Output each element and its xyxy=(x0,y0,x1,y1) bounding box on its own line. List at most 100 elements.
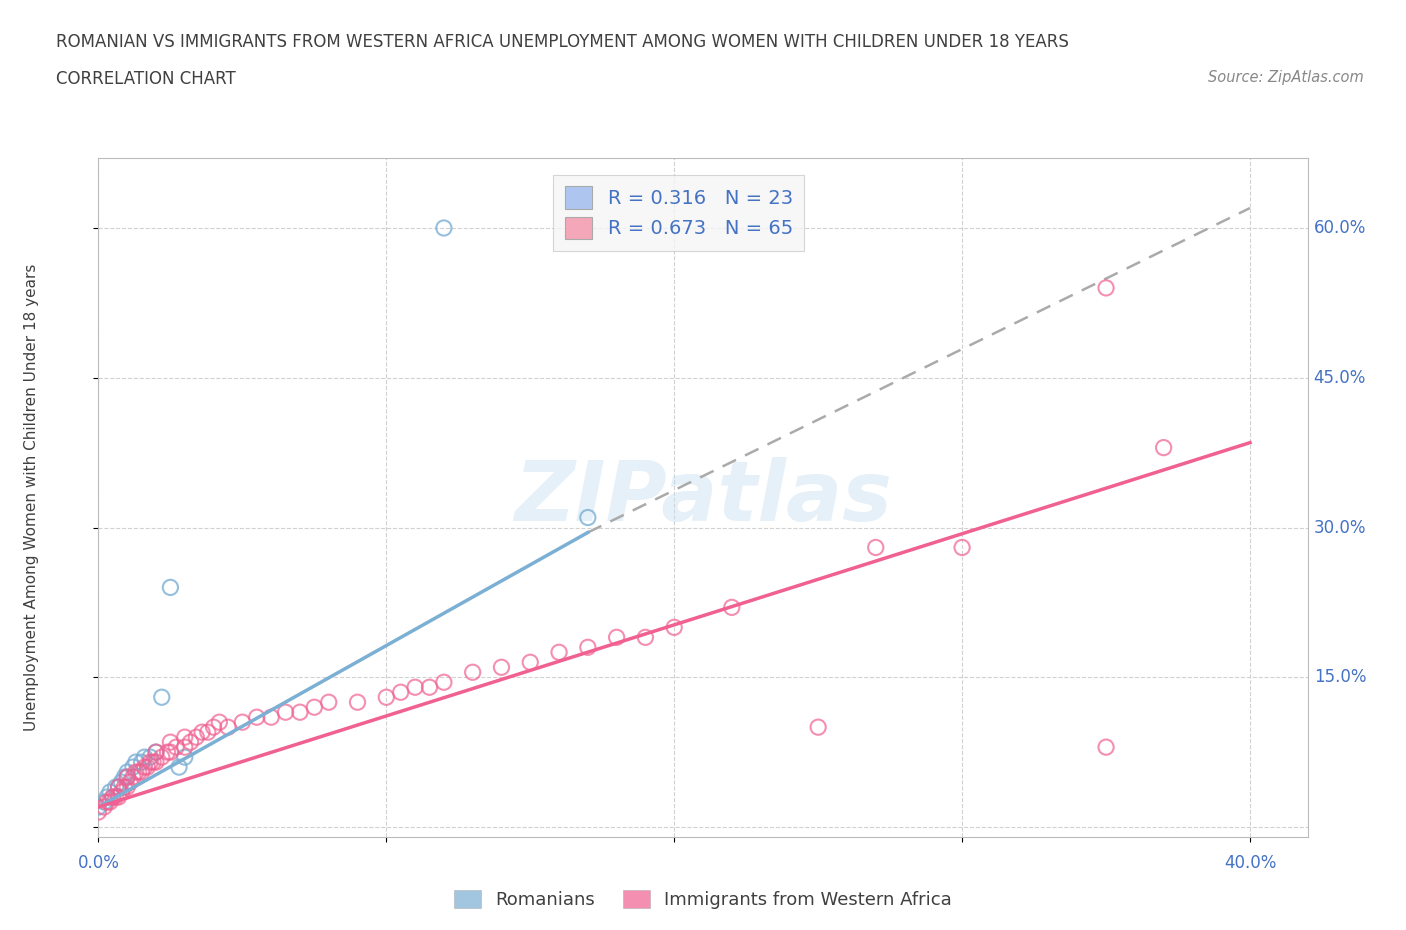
Point xyxy=(318,695,340,710)
Point xyxy=(807,720,830,735)
Point xyxy=(950,540,973,555)
Point xyxy=(107,779,129,794)
Point xyxy=(461,665,484,680)
Point xyxy=(96,794,118,809)
Point xyxy=(159,580,181,595)
Point xyxy=(576,640,599,655)
Text: Source: ZipAtlas.com: Source: ZipAtlas.com xyxy=(1208,70,1364,85)
Point xyxy=(142,754,165,769)
Point xyxy=(107,790,129,804)
Point xyxy=(101,790,124,804)
Point xyxy=(107,779,129,794)
Point xyxy=(87,800,110,815)
Point xyxy=(202,720,225,735)
Point xyxy=(274,705,297,720)
Point xyxy=(173,739,195,754)
Point xyxy=(519,655,541,670)
Point xyxy=(1095,281,1118,296)
Point xyxy=(548,644,571,659)
Point xyxy=(128,764,150,779)
Point xyxy=(1153,440,1175,455)
Point xyxy=(112,779,135,794)
Point xyxy=(96,790,118,804)
Point xyxy=(150,690,173,705)
Point xyxy=(125,764,148,779)
Point xyxy=(304,699,326,714)
Text: ROMANIAN VS IMMIGRANTS FROM WESTERN AFRICA UNEMPLOYMENT AMONG WOMEN WITH CHILDRE: ROMANIAN VS IMMIGRANTS FROM WESTERN AFRI… xyxy=(56,33,1069,50)
Point xyxy=(720,600,742,615)
Legend: Romanians, Immigrants from Western Africa: Romanians, Immigrants from Western Afric… xyxy=(447,883,959,916)
Point xyxy=(404,680,426,695)
Point xyxy=(115,764,138,779)
Point xyxy=(260,710,283,724)
Text: 0.0%: 0.0% xyxy=(77,854,120,872)
Point xyxy=(208,715,231,730)
Point xyxy=(134,750,156,764)
Point xyxy=(150,750,173,764)
Point xyxy=(173,730,195,745)
Point xyxy=(186,730,208,745)
Point xyxy=(120,775,142,790)
Legend: R = 0.316   N = 23, R = 0.673   N = 65: R = 0.316 N = 23, R = 0.673 N = 65 xyxy=(553,175,804,251)
Point xyxy=(101,790,124,804)
Point xyxy=(134,760,156,775)
Point xyxy=(110,785,132,800)
Text: Unemployment Among Women with Children Under 18 years: Unemployment Among Women with Children U… xyxy=(24,264,39,731)
Point xyxy=(433,220,456,235)
Text: CORRELATION CHART: CORRELATION CHART xyxy=(56,70,236,87)
Point xyxy=(122,760,145,775)
Text: 30.0%: 30.0% xyxy=(1313,519,1367,537)
Point xyxy=(491,660,513,675)
Point xyxy=(159,745,181,760)
Point xyxy=(217,720,239,735)
Point xyxy=(112,770,135,785)
Point xyxy=(180,735,202,750)
Point xyxy=(87,804,110,819)
Point xyxy=(122,770,145,785)
Point xyxy=(131,764,153,779)
Point xyxy=(576,510,599,525)
Point xyxy=(145,745,167,760)
Point xyxy=(865,540,887,555)
Text: ZIPatlas: ZIPatlas xyxy=(515,457,891,538)
Text: 60.0%: 60.0% xyxy=(1313,219,1367,237)
Point xyxy=(246,710,269,724)
Point xyxy=(433,675,456,690)
Point xyxy=(139,754,162,769)
Point xyxy=(98,794,121,809)
Point xyxy=(191,724,214,739)
Point xyxy=(167,760,190,775)
Point xyxy=(346,695,368,710)
Point xyxy=(145,745,167,760)
Point xyxy=(156,745,179,760)
Point xyxy=(131,754,153,769)
Point xyxy=(115,779,138,794)
Point xyxy=(231,715,253,730)
Point xyxy=(98,785,121,800)
Point xyxy=(375,690,398,705)
Point xyxy=(389,684,412,699)
Point xyxy=(418,680,440,695)
Point xyxy=(159,735,181,750)
Text: 40.0%: 40.0% xyxy=(1223,854,1277,872)
Point xyxy=(93,794,115,809)
Point xyxy=(1095,739,1118,754)
Point xyxy=(145,754,167,769)
Point xyxy=(104,779,127,794)
Text: 45.0%: 45.0% xyxy=(1313,368,1367,387)
Point xyxy=(197,724,219,739)
Point xyxy=(93,800,115,815)
Point xyxy=(104,790,127,804)
Point xyxy=(115,770,138,785)
Point xyxy=(664,620,686,635)
Point xyxy=(173,750,195,764)
Point xyxy=(115,770,138,785)
Point xyxy=(165,739,187,754)
Point xyxy=(110,775,132,790)
Point xyxy=(606,630,628,644)
Point xyxy=(288,705,311,720)
Point xyxy=(139,750,162,764)
Point xyxy=(136,760,159,775)
Point xyxy=(125,754,148,769)
Point xyxy=(634,630,657,644)
